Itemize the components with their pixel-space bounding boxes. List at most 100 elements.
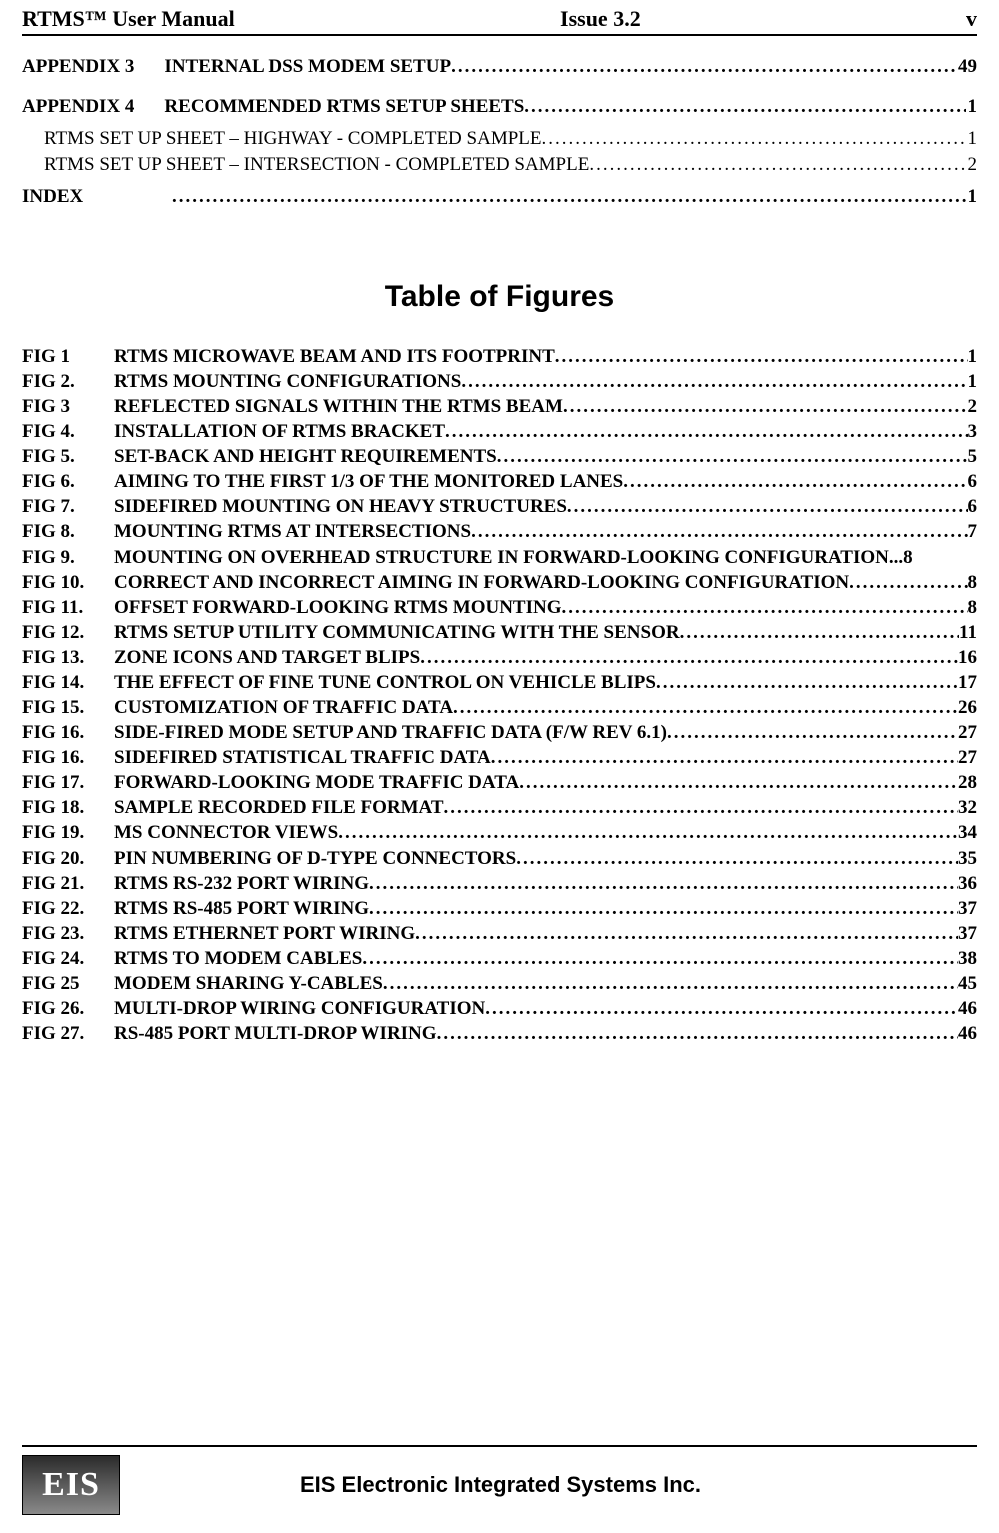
toc-label: APPENDIX 3 [22, 54, 134, 80]
figures-list: FIG 1RTMS MICROWAVE BEAM AND ITS FOOTPRI… [22, 344, 977, 1046]
figure-toc-row: FIG 23.RTMS ETHERNET PORT WIRING........… [22, 921, 977, 946]
figure-title: PIN NUMBERING OF D-TYPE CONNECTORS [114, 846, 516, 871]
footer-text: EIS Electronic Integrated Systems Inc. [120, 1472, 977, 1498]
figure-page: 16 [958, 645, 977, 670]
toc-dots: ........................................… [561, 595, 967, 620]
figure-page: 45 [958, 971, 977, 996]
figure-page: 3 [968, 419, 978, 444]
figure-label: FIG 22. [22, 896, 114, 921]
toc-page: 1 [966, 184, 978, 210]
toc-entry-appendix3: APPENDIX 3 INTERNAL DSS MODEM SETUP ....… [22, 54, 977, 80]
toc-subentry-highway: RTMS SET UP SHEET – HIGHWAY - COMPLETED … [22, 126, 977, 152]
figure-page: 17 [958, 670, 977, 695]
figure-label: FIG 27. [22, 1021, 114, 1046]
figure-label: FIG 20. [22, 846, 114, 871]
toc-dots: ........................................… [453, 695, 958, 720]
figure-title: REFLECTED SIGNALS WITHIN THE RTMS BEAM [114, 394, 563, 419]
figure-toc-row: FIG 26.MULTI-DROP WIRING CONFIGURATION..… [22, 996, 977, 1021]
figure-title: INSTALLATION OF RTMS BRACKET [114, 419, 445, 444]
toc-dots: ........................................… [849, 570, 967, 595]
figure-toc-row: FIG 5.SET-BACK AND HEIGHT REQUIREMENTS..… [22, 444, 977, 469]
figure-title: RTMS MICROWAVE BEAM AND ITS FOOTPRINT [114, 344, 555, 369]
figure-toc-row: FIG 24.RTMS TO MODEM CABLES.............… [22, 946, 977, 971]
toc-sub-title: RTMS SET UP SHEET – INTERSECTION - COMPL… [44, 152, 589, 178]
page-footer: EIS EIS Electronic Integrated Systems In… [22, 1445, 977, 1515]
toc-dots: ........................................… [369, 896, 958, 921]
figure-label: FIG 13. [22, 645, 114, 670]
toc-dots: ........................................… [656, 670, 958, 695]
figure-label: FIG 18. [22, 795, 114, 820]
toc-sub-title: RTMS SET UP SHEET – HIGHWAY - COMPLETED … [44, 126, 542, 152]
toc-dots: ........................................… [680, 620, 959, 645]
eis-logo: EIS [22, 1455, 120, 1515]
toc-dots: ........................................… [172, 184, 966, 210]
figure-title: CUSTOMIZATION OF TRAFFIC DATA [114, 695, 453, 720]
toc-label: APPENDIX 4 [22, 94, 134, 120]
figure-page: 27 [958, 720, 977, 745]
figure-label: FIG 5. [22, 444, 114, 469]
figure-page: 37 [958, 921, 977, 946]
toc-dots: ........................................… [415, 921, 958, 946]
toc-title: RECOMMENDED RTMS SETUP SHEETS [164, 94, 524, 120]
header-rule [22, 34, 977, 36]
header-left: RTMS™ User Manual [22, 6, 235, 32]
figure-page: 6 [968, 494, 978, 519]
toc-dots: ........................................… [485, 996, 958, 1021]
page-header: RTMS™ User Manual Issue 3.2 v [22, 0, 977, 32]
figure-toc-row: FIG 19.MS CONNECTOR VIEWS...............… [22, 820, 977, 845]
figure-toc-row: FIG 6.AIMING TO THE FIRST 1/3 OF THE MON… [22, 469, 977, 494]
figure-page: 5 [968, 444, 978, 469]
toc-dots: ........................................… [451, 54, 956, 80]
toc-dots: ........................................… [338, 820, 958, 845]
toc-page: 49 [956, 54, 977, 80]
figure-title: SIDEFIRED MOUNTING ON HEAVY STRUCTURES [114, 494, 567, 519]
toc-subentry-intersection: RTMS SET UP SHEET – INTERSECTION - COMPL… [22, 152, 977, 178]
toc-dots: ........................................… [542, 126, 968, 152]
figure-label: FIG 2. [22, 369, 114, 394]
figure-toc-row: FIG 16.SIDE-FIRED MODE SETUP AND TRAFFIC… [22, 720, 977, 745]
toc-dots: ........................................… [369, 871, 958, 896]
figure-label: FIG 12. [22, 620, 114, 645]
figure-title: SIDEFIRED STATISTICAL TRAFFIC DATA [114, 745, 491, 770]
figure-page: 46 [958, 996, 977, 1021]
toc-entry-appendix4: APPENDIX 4 RECOMMENDED RTMS SETUP SHEETS… [22, 94, 977, 120]
toc-sub-b: OMPLETED SAMPLE [360, 128, 541, 149]
figure-label: FIG 25 [22, 971, 114, 996]
figure-page: 8 [903, 545, 913, 570]
toc-title: INTERNAL DSS MODEM SETUP [164, 54, 451, 80]
toc-label: INDEX [22, 184, 172, 210]
toc-dots: ........................................… [519, 770, 958, 795]
toc-sub-a: RTMS SET UP SHEET – INTERSECTION - C [44, 154, 408, 175]
figure-label: FIG 8. [22, 519, 114, 544]
figure-toc-row: FIG 15.CUSTOMIZATION OF TRAFFIC DATA....… [22, 695, 977, 720]
figure-title: MOUNTING RTMS AT INTERSECTIONS [114, 519, 471, 544]
figure-title: FORWARD-LOOKING MODE TRAFFIC DATA [114, 770, 519, 795]
figure-title: MULTI-DROP WIRING CONFIGURATION [114, 996, 485, 1021]
figure-page: 46 [958, 1021, 977, 1046]
figure-page: 1 [968, 344, 978, 369]
figure-label: FIG 14. [22, 670, 114, 695]
figure-title: SAMPLE RECORDED FILE FORMAT [114, 795, 444, 820]
figure-toc-row: FIG 22.RTMS RS-485 PORT WIRING..........… [22, 896, 977, 921]
figure-toc-row: FIG 21.RTMS RS-232 PORT WIRING..........… [22, 871, 977, 896]
figure-label: FIG 23. [22, 921, 114, 946]
figure-label: FIG 10. [22, 570, 114, 595]
toc-dots: ........................................… [623, 469, 967, 494]
figure-page: 6 [968, 469, 978, 494]
toc-dots: .. [894, 545, 904, 570]
figure-page: 26 [958, 695, 977, 720]
toc-dots: ........................................… [524, 94, 965, 120]
toc-dots: ........................................… [420, 645, 958, 670]
figures-heading: Table of Figures [22, 280, 977, 314]
figure-page: 35 [958, 846, 977, 871]
figure-label: FIG 16. [22, 720, 114, 745]
figure-toc-row: FIG 10.CORRECT AND INCORRECT AIMING IN F… [22, 570, 977, 595]
toc-dots: ........................................… [445, 419, 967, 444]
toc-dots: ........................................… [516, 846, 958, 871]
figure-toc-row: FIG 8.MOUNTING RTMS AT INTERSECTIONS....… [22, 519, 977, 544]
figure-label: FIG 16. [22, 745, 114, 770]
figure-title: CORRECT AND INCORRECT AIMING IN FORWARD-… [114, 570, 849, 595]
figure-label: FIG 4. [22, 419, 114, 444]
toc-dots: ........................................… [383, 971, 958, 996]
figure-title: MS CONNECTOR VIEWS [114, 820, 338, 845]
